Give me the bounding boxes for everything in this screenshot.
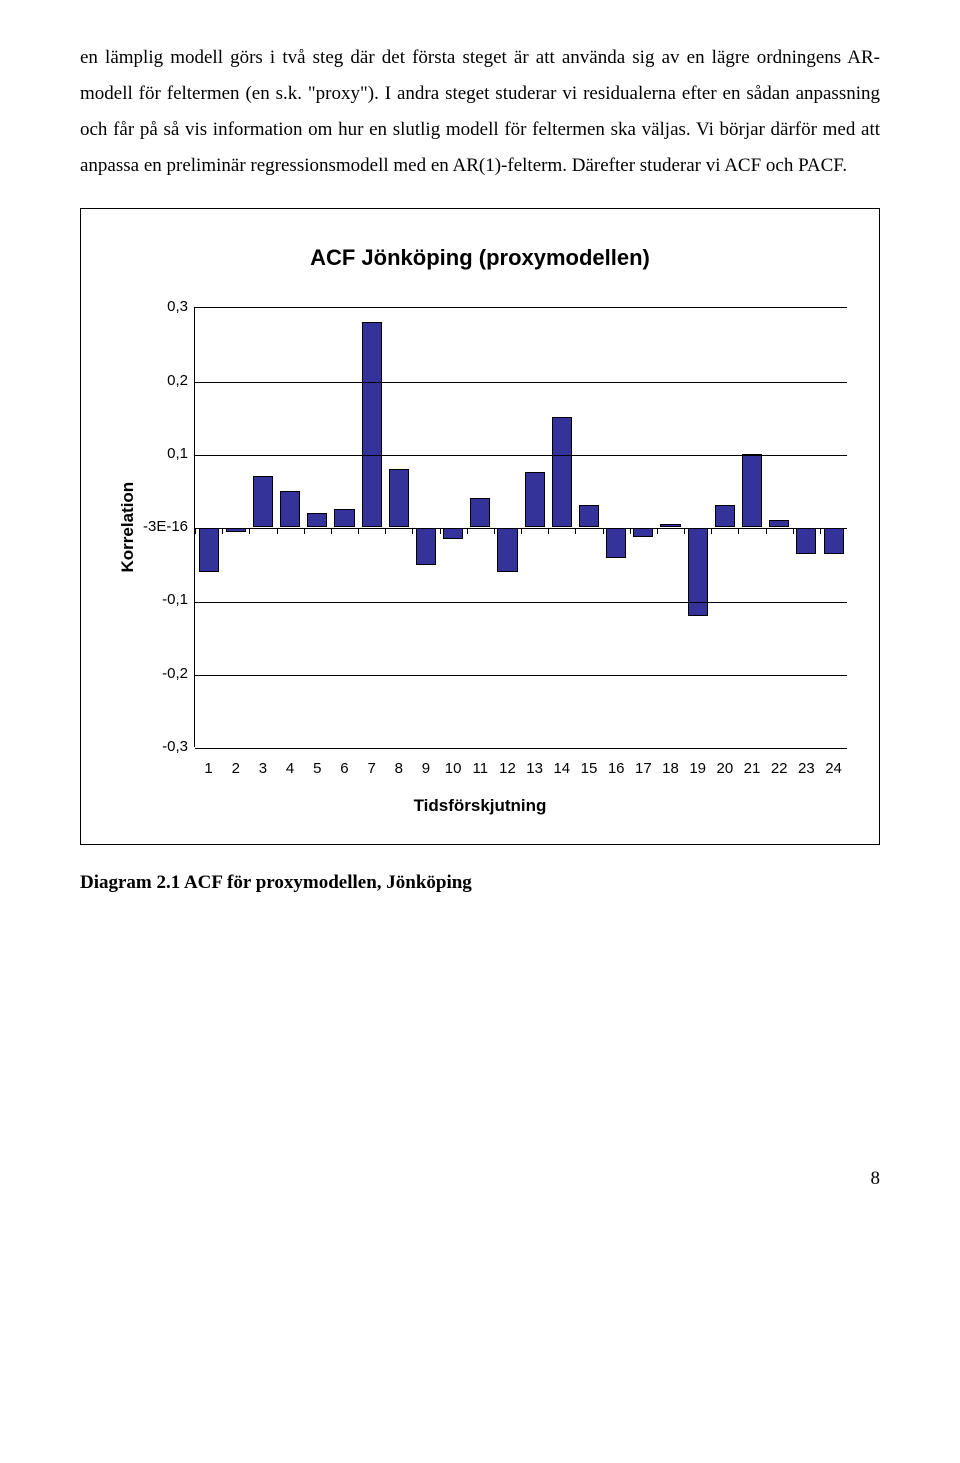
x-tick-label: 4 bbox=[277, 747, 304, 784]
chart-bar bbox=[769, 520, 789, 527]
chart-bar bbox=[688, 528, 708, 616]
x-tick-label: 8 bbox=[385, 747, 412, 784]
x-tick-label: 17 bbox=[630, 747, 657, 784]
x-tick-label: 11 bbox=[467, 747, 494, 784]
chart-bar bbox=[334, 509, 354, 527]
body-paragraph: en lämplig modell görs i två steg där de… bbox=[80, 40, 880, 184]
x-axis-ticks-row: 123456789101112131415161718192021222324 bbox=[143, 747, 847, 784]
x-tick-label: 21 bbox=[738, 747, 765, 784]
chart-bar bbox=[525, 472, 545, 527]
y-axis-ticks: 0,30,20,1-3E-16-0,1-0,2-0,3 bbox=[143, 307, 194, 747]
chart-bar bbox=[715, 505, 735, 527]
grid-line bbox=[195, 528, 847, 529]
x-tick-label: 3 bbox=[249, 747, 276, 784]
x-tick-label: 22 bbox=[766, 747, 793, 784]
x-axis-ticks: 123456789101112131415161718192021222324 bbox=[195, 747, 847, 784]
x-axis-label: Tidsförskjutning bbox=[113, 790, 847, 822]
grid-line bbox=[195, 455, 847, 456]
chart-bar bbox=[362, 322, 382, 527]
grid-line bbox=[195, 748, 847, 749]
grid-line bbox=[195, 382, 847, 383]
chart-bar bbox=[253, 476, 273, 527]
chart-plot: Korrelation 0,30,20,1-3E-16-0,1-0,2-0,3 bbox=[113, 307, 847, 747]
x-tick-label: 2 bbox=[222, 747, 249, 784]
chart-container: ACF Jönköping (proxymodellen) Korrelatio… bbox=[80, 208, 880, 845]
chart-bar bbox=[579, 505, 599, 527]
x-tick-label: 20 bbox=[711, 747, 738, 784]
x-tick-label: 19 bbox=[684, 747, 711, 784]
plot-area bbox=[194, 307, 847, 747]
x-tick-label: 5 bbox=[304, 747, 331, 784]
x-tick-label: 12 bbox=[494, 747, 521, 784]
chart-bar bbox=[824, 528, 844, 554]
x-tick-label: 13 bbox=[521, 747, 548, 784]
x-tick-label: 10 bbox=[440, 747, 467, 784]
chart-bar bbox=[416, 528, 436, 565]
chart-bar bbox=[470, 498, 490, 527]
chart-bar bbox=[280, 491, 300, 528]
chart-bar bbox=[199, 528, 219, 572]
chart-bar bbox=[443, 528, 463, 539]
grid-line bbox=[195, 675, 847, 676]
chart-bar bbox=[660, 524, 680, 528]
chart-bar bbox=[389, 469, 409, 528]
chart-bar bbox=[552, 417, 572, 527]
chart-bar bbox=[307, 513, 327, 528]
chart-caption: Diagram 2.1 ACF för proxymodellen, Jönkö… bbox=[80, 865, 880, 901]
x-tick-label: 1 bbox=[195, 747, 222, 784]
page-number: 8 bbox=[80, 1161, 880, 1197]
chart-title: ACF Jönköping (proxymodellen) bbox=[113, 237, 847, 279]
chart-bar bbox=[742, 454, 762, 527]
chart-bar bbox=[497, 528, 517, 572]
grid-line bbox=[195, 602, 847, 603]
y-axis-label-text: Korrelation bbox=[112, 482, 144, 573]
y-axis-label: Korrelation bbox=[113, 307, 143, 747]
chart-bar bbox=[796, 528, 816, 554]
x-tick-label: 23 bbox=[793, 747, 820, 784]
x-tick-label: 7 bbox=[358, 747, 385, 784]
x-tick-label: 16 bbox=[603, 747, 630, 784]
x-tick-label: 6 bbox=[331, 747, 358, 784]
chart-bar bbox=[633, 528, 653, 537]
x-tick-label: 24 bbox=[820, 747, 847, 784]
chart-bar bbox=[606, 528, 626, 557]
x-tick-label: 14 bbox=[548, 747, 575, 784]
x-tick-label: 15 bbox=[575, 747, 602, 784]
x-tick-label: 18 bbox=[657, 747, 684, 784]
x-tick-label: 9 bbox=[412, 747, 439, 784]
